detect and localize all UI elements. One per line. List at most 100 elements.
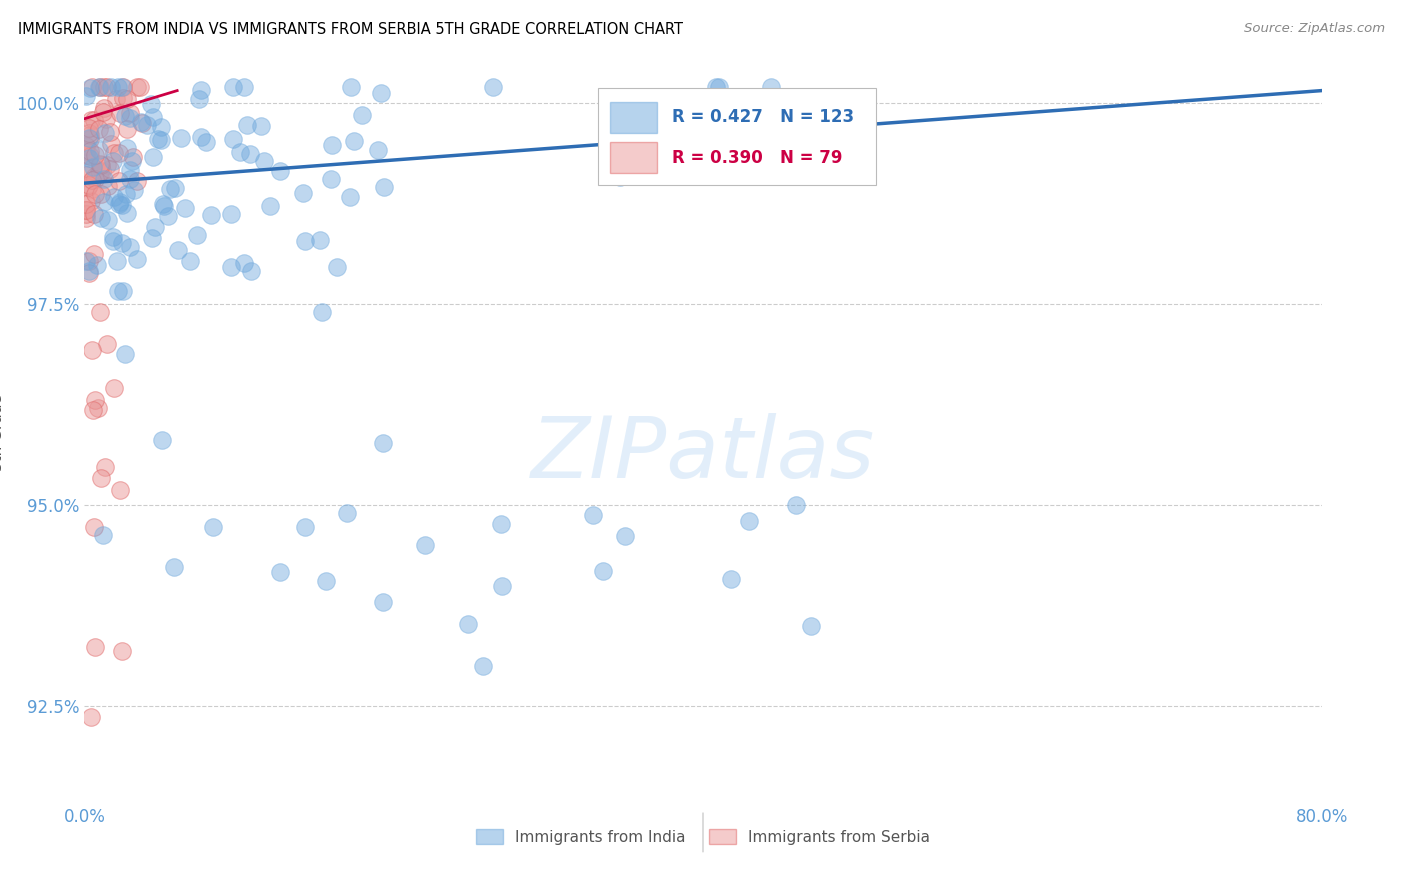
Point (142, 150, 165, 164)
Point (107, 284, 129, 298)
Point (91, 164, 114, 178)
Point (800, 619, 823, 633)
Point (125, 252, 148, 266)
Point (315, 574, 337, 588)
Point (110, 483, 132, 498)
Point (94, 112, 117, 127)
Point (367, 143, 389, 157)
Point (294, 234, 316, 248)
Point (174, 201, 197, 215)
Point (759, 79, 782, 94)
Point (336, 506, 359, 520)
Point (101, 234, 124, 248)
Point (120, 240, 142, 254)
Point (125, 79, 148, 94)
Point (121, 154, 143, 169)
Point (120, 163, 142, 178)
Point (704, 79, 727, 94)
Point (89, 165, 111, 179)
Point (83, 169, 105, 184)
Point (141, 231, 163, 245)
Point (80, 112, 103, 127)
Point (201, 519, 224, 533)
Point (239, 264, 262, 278)
Point (87, 121, 110, 136)
Point (142, 111, 165, 125)
Point (135, 118, 157, 132)
Point (370, 86, 392, 100)
Point (111, 644, 134, 658)
Point (108, 195, 131, 210)
Point (131, 116, 153, 130)
Point (219, 207, 242, 221)
Point (614, 529, 637, 543)
Point (100, 79, 122, 94)
Point (156, 209, 179, 223)
Point (249, 119, 271, 133)
Point (149, 133, 172, 147)
Point (90, 471, 112, 485)
Point (236, 118, 259, 132)
Point (269, 565, 291, 579)
Point (117, 141, 139, 155)
Point (321, 138, 343, 153)
Point (114, 109, 136, 123)
Point (129, 79, 152, 94)
Point (79, 144, 101, 158)
Point (163, 180, 186, 194)
Point (489, 516, 512, 531)
Point (77, 180, 100, 194)
Point (294, 520, 316, 534)
Point (150, 433, 173, 447)
Point (471, 659, 494, 673)
Point (491, 578, 513, 592)
Point (120, 111, 142, 125)
Point (413, 538, 436, 552)
Point (129, 115, 152, 129)
Point (91, 104, 114, 119)
Text: R = 0.390   N = 79: R = 0.390 N = 79 (672, 149, 842, 167)
Point (80, 343, 103, 358)
Point (83, 112, 105, 127)
Point (98, 125, 121, 139)
Point (108, 173, 131, 187)
Point (108, 145, 131, 160)
Point (80, 182, 103, 196)
Point (186, 227, 208, 242)
Point (609, 170, 631, 185)
Point (89, 304, 111, 318)
Point (89, 157, 111, 171)
Point (122, 183, 145, 197)
Point (83, 247, 105, 261)
Point (96, 158, 118, 172)
Point (107, 197, 129, 211)
Y-axis label: 5th Grade: 5th Grade (0, 394, 6, 471)
Point (707, 79, 730, 94)
Point (259, 199, 281, 213)
Point (75, 169, 97, 183)
Point (75, 197, 97, 211)
Point (343, 134, 366, 148)
Point (650, 130, 672, 145)
Text: IMMIGRANTS FROM INDIA VS IMMIGRANTS FROM SERBIA 5TH GRADE CORRELATION CHART: IMMIGRANTS FROM INDIA VS IMMIGRANTS FROM… (18, 22, 683, 37)
Point (120, 106, 142, 120)
Point (190, 82, 212, 96)
FancyBboxPatch shape (610, 143, 657, 173)
Point (373, 180, 395, 194)
Point (292, 186, 315, 201)
Point (110, 106, 132, 120)
Point (77, 161, 100, 176)
Point (90, 186, 112, 201)
FancyBboxPatch shape (598, 88, 876, 185)
Point (79, 148, 101, 162)
Point (200, 208, 222, 222)
Point (82, 160, 104, 174)
Point (582, 508, 605, 523)
Point (167, 244, 190, 258)
Point (89, 144, 111, 158)
Point (804, 121, 827, 136)
Point (269, 164, 291, 178)
Point (83, 207, 105, 221)
Point (80, 709, 103, 723)
Point (101, 154, 124, 169)
